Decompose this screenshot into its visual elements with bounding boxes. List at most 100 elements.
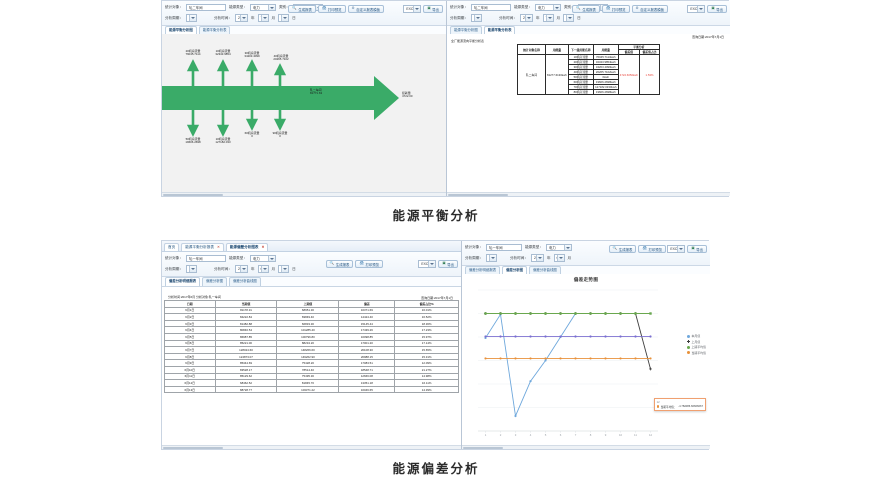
subtab-balance-table[interactable]: 能源平衡分析表 (198, 26, 231, 35)
energy-type-select[interactable]: 电力 (249, 3, 276, 12)
org-input[interactable]: 轧二车间 (470, 3, 511, 12)
export-button[interactable]: ▣ 导出 (438, 260, 458, 268)
month-select[interactable]: 6 (257, 265, 269, 273)
year-select[interactable]: 2017 (530, 254, 544, 262)
year-select[interactable]: 2017 (234, 265, 248, 273)
org-input[interactable]: 轧一车间 (185, 254, 226, 263)
caption-energy-deviation: 能源偏差分析 (392, 461, 480, 476)
table-row[interactable]: 6月12日 68462.52 81845.70 13351.18 16.11% (164, 379, 459, 387)
printer-icon: 🖨 (605, 6, 611, 11)
table-row[interactable]: 6月5日 86987.85 100796.80 16098.85 15.97% (164, 332, 459, 341)
subtab-balance-chart[interactable]: 能源平衡分析图 (450, 26, 482, 35)
period-label: 分析周期： (450, 15, 468, 20)
scrollbar-thumb[interactable] (163, 193, 223, 196)
table-row[interactable]: 6月3日 81482.88 66833.30 15145.44 18.36% (164, 319, 459, 328)
period-select[interactable]: 月 (185, 14, 197, 22)
subtab-balance-table[interactable]: 能源平衡分析表 (483, 26, 516, 35)
period-select[interactable]: 月 (185, 265, 197, 273)
generate-report-button[interactable]: 🔍 生成报表 (325, 260, 354, 268)
table-cell-3: 20108.30 (338, 346, 396, 354)
cell-child-usage: 34203.4099kwh (592, 64, 619, 70)
subtab-deviation-curve[interactable]: 偏差分析曲线图 (229, 277, 261, 286)
period-select[interactable]: 月 (485, 254, 497, 262)
legend-item[interactable]: 当期平均值 (687, 351, 706, 355)
table-row[interactable]: 6月10日 83528.17 78514.40 18548.71 21.27% (164, 365, 459, 374)
table-row[interactable]: 6月1日 81178.31 68951.30 16371.69 16.01% (164, 306, 459, 315)
print-preview-button[interactable]: 🖨 打印预览 (601, 5, 630, 13)
subtab-deviation-chart[interactable]: 偏差分析图 (202, 277, 228, 286)
subtab-deviation-curve[interactable]: 偏差分析曲线图 (529, 266, 561, 275)
period-select[interactable]: 月 (470, 14, 482, 22)
org-input[interactable]: 轧一车间 (485, 243, 522, 252)
table-row[interactable]: 6月4日 80846.54 101285.40 17439.26 17.23% (164, 326, 459, 334)
generate-report-button[interactable]: 🔍 生成报表 (288, 5, 316, 13)
day-select[interactable]: 1 (563, 14, 575, 22)
custom-template-button[interactable]: ⚙ 自定义报表模板 (347, 5, 384, 13)
table-row[interactable]: 6月6日 85221.00 88234.20 17001.20 17.14% (164, 339, 459, 348)
print-preview-button[interactable]: 🖨 打印预览 (317, 5, 346, 13)
org-input[interactable]: 轧二车间 (185, 3, 226, 12)
subtab-balance-chart[interactable]: 能源平衡分析图 (165, 26, 197, 35)
tab-home[interactable]: 首页 (164, 243, 180, 251)
legend-item[interactable]: 上期平均值 (687, 345, 706, 349)
output-label-2: 1#机房流量 127182.033 (215, 137, 231, 145)
table-row[interactable]: 6月7日 128024.60 148266.60 20108.30 15.65% (164, 346, 459, 354)
table-row[interactable]: 6月8日 124873.07 149262.90 20988.15 15.31% (164, 352, 459, 361)
legend-item[interactable]: 上月值 (687, 340, 706, 344)
tab-deviation-chart[interactable]: 能源偏差分析图表 ✕ (225, 243, 269, 251)
year-select[interactable]: 2017 (234, 14, 248, 22)
table-cell-0: 6月6日 (164, 339, 216, 348)
energy-type-label: 能源类型： (513, 5, 532, 9)
horizontal-scrollbar-top-right[interactable] (447, 192, 730, 196)
day-select[interactable]: 1 (278, 265, 290, 273)
tab-balance-report[interactable]: 能源平衡分析报表 ✕ (181, 243, 224, 251)
energy-type-select[interactable]: 电力 (545, 243, 572, 252)
export-button[interactable]: ▣ 导出 (423, 5, 443, 13)
custom-template-button[interactable]: ⚙ 自定义报表模板 (631, 5, 668, 13)
export-format-select[interactable]: EXCEL (418, 260, 437, 268)
month-select[interactable]: 6 (553, 254, 565, 262)
energy-type-select[interactable]: 电力 (249, 254, 276, 263)
scrollbar-thumb[interactable] (463, 446, 503, 449)
table-cell-2: 75428.20 (276, 359, 340, 367)
export-format-select[interactable]: EXCEL (403, 5, 422, 13)
table-row[interactable]: 6月13日 88728.77 103371.22 16046.65 14.39% (164, 385, 459, 394)
table-row[interactable]: 6月11日 85129.62 75495.30 12666.08 14.98% (164, 372, 459, 381)
energy-type-label: 能源类型： (228, 256, 247, 260)
horizontal-scrollbar-bottom-left[interactable] (162, 445, 461, 449)
horizontal-scrollbar-bottom-right[interactable] (462, 445, 710, 449)
export-button[interactable]: ▣ 导出 (687, 245, 707, 253)
printer-icon: 🖨 (321, 6, 327, 11)
day-select[interactable]: 1 (278, 14, 290, 22)
legend-swatch (687, 334, 691, 338)
legend-item[interactable]: 本月值 (687, 334, 706, 338)
table-cell-0: 6月3日 (164, 319, 216, 328)
year-select[interactable]: 2017 (519, 14, 533, 22)
export-format-select[interactable]: EXCEL (687, 5, 706, 13)
scrollbar-thumb[interactable] (448, 193, 508, 196)
subtab-deviation-chart[interactable]: 偏差分析图 (502, 266, 528, 275)
table-cell-4: 21.27% (394, 365, 459, 374)
scrollbar-thumb[interactable] (163, 446, 223, 449)
subtab-deviation-detail[interactable]: 偏差分析明细报表 (465, 266, 501, 275)
table-row[interactable]: 6月9日 85344.69 75428.20 17083.51 12.09% (164, 359, 459, 367)
generate-report-button[interactable]: 🔍 生成报表 (608, 245, 637, 253)
table-header-row: 日期 当期值 上期值 偏差 偏差占比% (164, 300, 459, 308)
print-preview-button[interactable]: 🖨 打印预览 (638, 245, 666, 253)
energy-balance-chart-view: 统计对象： 轧二车间 能源类型： 电力 类别： 全部 分析周期： 月 分析时间：… (162, 1, 446, 196)
subtab-deviation-detail[interactable]: 偏差分析明细报表 (165, 277, 201, 286)
export-format-select[interactable]: EXCEL (667, 245, 686, 253)
close-icon[interactable]: ✕ (261, 245, 265, 249)
print-preview-button[interactable]: 🖨 打印预览 (355, 260, 383, 268)
close-icon[interactable]: ✕ (216, 245, 220, 249)
horizontal-scrollbar-top-left[interactable] (162, 192, 446, 196)
month-unit: 月 (271, 15, 276, 20)
table-cell-4: 15.97% (394, 332, 459, 341)
month-select[interactable]: 7 (542, 14, 554, 22)
export-button[interactable]: ▣ 导出 (707, 5, 727, 13)
table-cell-2: 69849.40 (276, 313, 340, 321)
month-select[interactable]: 7 (257, 14, 269, 22)
energy-type-select[interactable]: 电力 (534, 3, 561, 12)
generate-report-button[interactable]: 🔍 生成报表 (572, 5, 600, 13)
table-row[interactable]: 6月2日 84222.84 69849.40 14424.40 16.52% (164, 313, 459, 321)
